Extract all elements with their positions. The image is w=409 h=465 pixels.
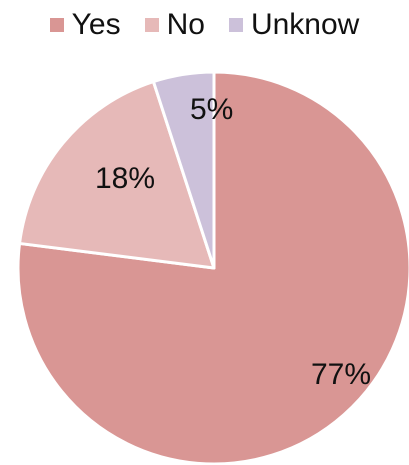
slice-label-no: 18% (95, 162, 155, 195)
legend-item-unknow: Unknow (228, 8, 360, 41)
legend-label-unknow: Unknow (250, 8, 360, 41)
pie-slice-unknow (151, 70, 216, 270)
legend-swatch-unknow (228, 18, 243, 32)
legend: Yes No Unknow (0, 10, 409, 40)
legend-label-no: No (166, 8, 205, 41)
legend-label-yes: Yes (71, 8, 121, 41)
legend-item-yes: Yes (49, 8, 121, 41)
slice-label-unknow: 5% (190, 93, 233, 126)
pie-slice-no (18, 80, 216, 270)
legend-swatch-yes (49, 18, 64, 32)
legend-swatch-no (144, 18, 159, 32)
legend-item-no: No (144, 8, 205, 41)
slice-label-yes: 77% (311, 358, 371, 391)
